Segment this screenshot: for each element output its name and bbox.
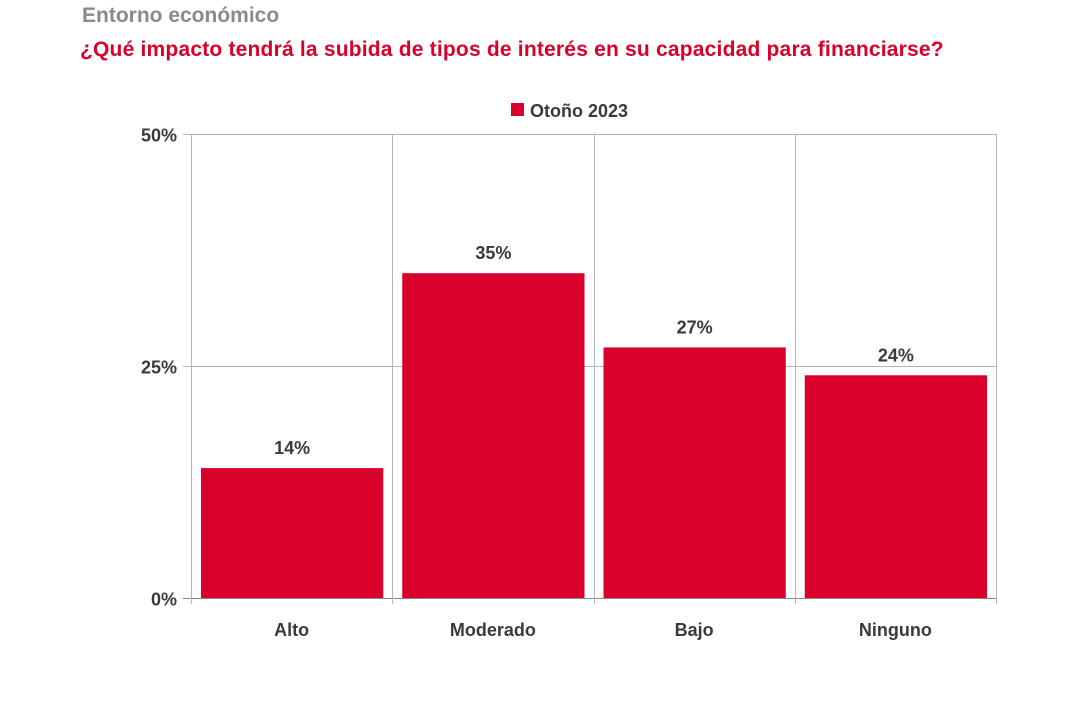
chart-kicker: Entorno económico [82, 4, 280, 27]
bar-alto [201, 468, 384, 598]
y-tick-label: 25% [141, 358, 177, 378]
x-tick-label: Alto [274, 620, 309, 640]
legend-label: Otoño 2023 [530, 101, 628, 121]
data-label: 24% [878, 345, 914, 365]
bar-bajo [603, 347, 786, 598]
data-label: 35% [475, 243, 511, 263]
data-label: 14% [274, 438, 310, 458]
x-tick-label: Moderado [450, 620, 536, 640]
y-tick-label: 0% [151, 590, 177, 610]
x-tick-label: Bajo [675, 620, 714, 640]
y-tick-label: 50% [141, 126, 177, 146]
bar-ninguno [804, 375, 987, 598]
x-tick-label: Ninguno [859, 620, 932, 640]
legend-swatch [511, 103, 524, 116]
legend: Otoño 2023 [511, 101, 628, 121]
chart-title: ¿Qué impacto tendrá la subida de tipos d… [80, 38, 944, 61]
data-label: 27% [677, 317, 713, 337]
bar-moderado [402, 273, 585, 598]
